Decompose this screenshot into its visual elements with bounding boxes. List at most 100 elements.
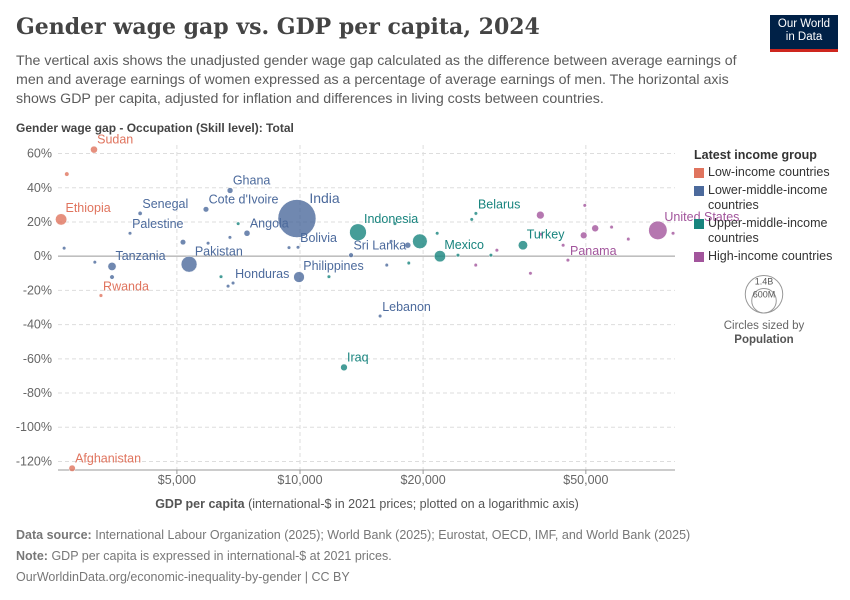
data-point	[64, 171, 70, 177]
note: Note: GDP per capita is expressed in int…	[16, 549, 392, 563]
legend-label: Low-income countries	[708, 165, 830, 179]
legend-swatch	[694, 252, 704, 262]
data-point	[92, 260, 97, 265]
y-tick-label: 0%	[34, 249, 52, 263]
data-point	[392, 221, 398, 226]
y-tick-label: 40%	[27, 181, 52, 195]
size-legend-label: 1.4B	[755, 277, 774, 287]
data-point	[107, 262, 117, 271]
data-point	[277, 199, 317, 238]
data-point	[582, 203, 587, 208]
size-legend-title: Circles sized by	[724, 320, 805, 332]
x-axis-title: GDP per capita	[155, 497, 245, 511]
data-point	[68, 464, 76, 472]
data-point	[580, 231, 588, 239]
data-point	[455, 253, 461, 258]
size-legend-circle	[751, 287, 777, 314]
data-point	[243, 229, 251, 237]
data-label: Senegal	[142, 197, 188, 211]
data-point	[340, 363, 348, 372]
data-point	[55, 213, 68, 226]
data-label: Cote d'Ivoire	[209, 193, 279, 207]
y-tick-label: -120%	[16, 454, 52, 468]
data-point	[404, 242, 412, 249]
url[interactable]: OurWorldinData.org/economic-inequality-b…	[16, 570, 350, 584]
y-tick-label: -80%	[23, 386, 52, 400]
legend-item: Upper-middle-income countries	[694, 216, 844, 246]
data-point	[412, 233, 428, 249]
data-label: United States	[664, 210, 739, 224]
data-point	[435, 231, 440, 236]
data-point	[137, 211, 143, 216]
data-point	[286, 245, 292, 250]
source-text: International Labour Organization (2025)…	[95, 528, 691, 542]
data-point	[494, 248, 499, 253]
data-label: Sri Lanka	[353, 239, 406, 253]
data-point	[231, 280, 236, 286]
data-point	[433, 250, 446, 263]
data-label: Ghana	[233, 174, 271, 188]
logo[interactable]: Our World in Data	[770, 15, 838, 52]
data-point	[488, 253, 493, 258]
note-label: Note:	[16, 549, 48, 563]
data-label: Philippines	[303, 259, 363, 273]
subtitle: The vertical axis shows the unadjusted g…	[16, 53, 737, 107]
data-label: Afghanistan	[75, 451, 141, 465]
legend-swatch	[694, 168, 704, 178]
data-point	[180, 256, 198, 273]
x-axis-note: (international-$ in 2021 prices; plotted…	[248, 497, 579, 511]
data-label: Lebanon	[382, 300, 431, 314]
data-point	[293, 271, 305, 283]
size-legend-label: 600M	[753, 289, 776, 299]
data-point	[473, 263, 478, 268]
data-label: Mexico	[444, 238, 484, 252]
data-point	[539, 232, 544, 237]
data-point	[218, 274, 224, 279]
data-point	[180, 239, 186, 246]
data-point	[206, 241, 211, 246]
x-tick-label: $5,000	[158, 473, 196, 487]
legend-label: Lower-middle-income countries	[708, 183, 828, 212]
data-point	[389, 239, 394, 244]
data-point	[226, 284, 231, 289]
y-tick-label: -100%	[16, 420, 52, 434]
data-point	[561, 243, 566, 248]
data-point	[591, 224, 599, 233]
legend-label: Upper-middle-income countries	[708, 216, 828, 245]
x-tick-label: $50,000	[563, 473, 608, 487]
data-point	[671, 231, 676, 236]
legend-item: Low-income countries	[694, 165, 844, 180]
legend-item: High-income countries	[694, 249, 844, 264]
data-label: Panama	[570, 244, 617, 258]
data-label: Turkey	[527, 227, 565, 241]
data-point	[226, 187, 234, 194]
legend-title: Latest income group	[694, 148, 817, 162]
x-axis-label: GDP per capita (international-$ in 2021 …	[0, 497, 734, 511]
y-tick-label: 60%	[27, 147, 52, 161]
data-point	[378, 314, 383, 319]
legend-label: High-income countries	[708, 249, 833, 263]
data-point	[349, 223, 367, 241]
data-label: Ethiopia	[66, 201, 111, 215]
data-point	[565, 258, 570, 263]
data-label: Honduras	[235, 267, 289, 281]
data-label: Indonesia	[364, 212, 418, 226]
data-point	[202, 206, 210, 213]
x-tick-label: $10,000	[277, 473, 322, 487]
data-point	[518, 240, 528, 251]
y-tick-label: -20%	[23, 283, 52, 297]
data-point	[227, 235, 232, 240]
data-point	[90, 145, 98, 154]
y-tick-label: -40%	[23, 318, 52, 332]
data-label: Iraq	[347, 350, 369, 364]
data-label: Pakistan	[195, 244, 243, 258]
legend-swatch	[694, 186, 704, 196]
data-point	[626, 237, 631, 242]
data-point	[236, 221, 241, 226]
data-point	[609, 225, 614, 230]
data-label: Tanzania	[115, 249, 165, 263]
legend-swatch	[694, 219, 704, 229]
data-point	[384, 263, 389, 268]
